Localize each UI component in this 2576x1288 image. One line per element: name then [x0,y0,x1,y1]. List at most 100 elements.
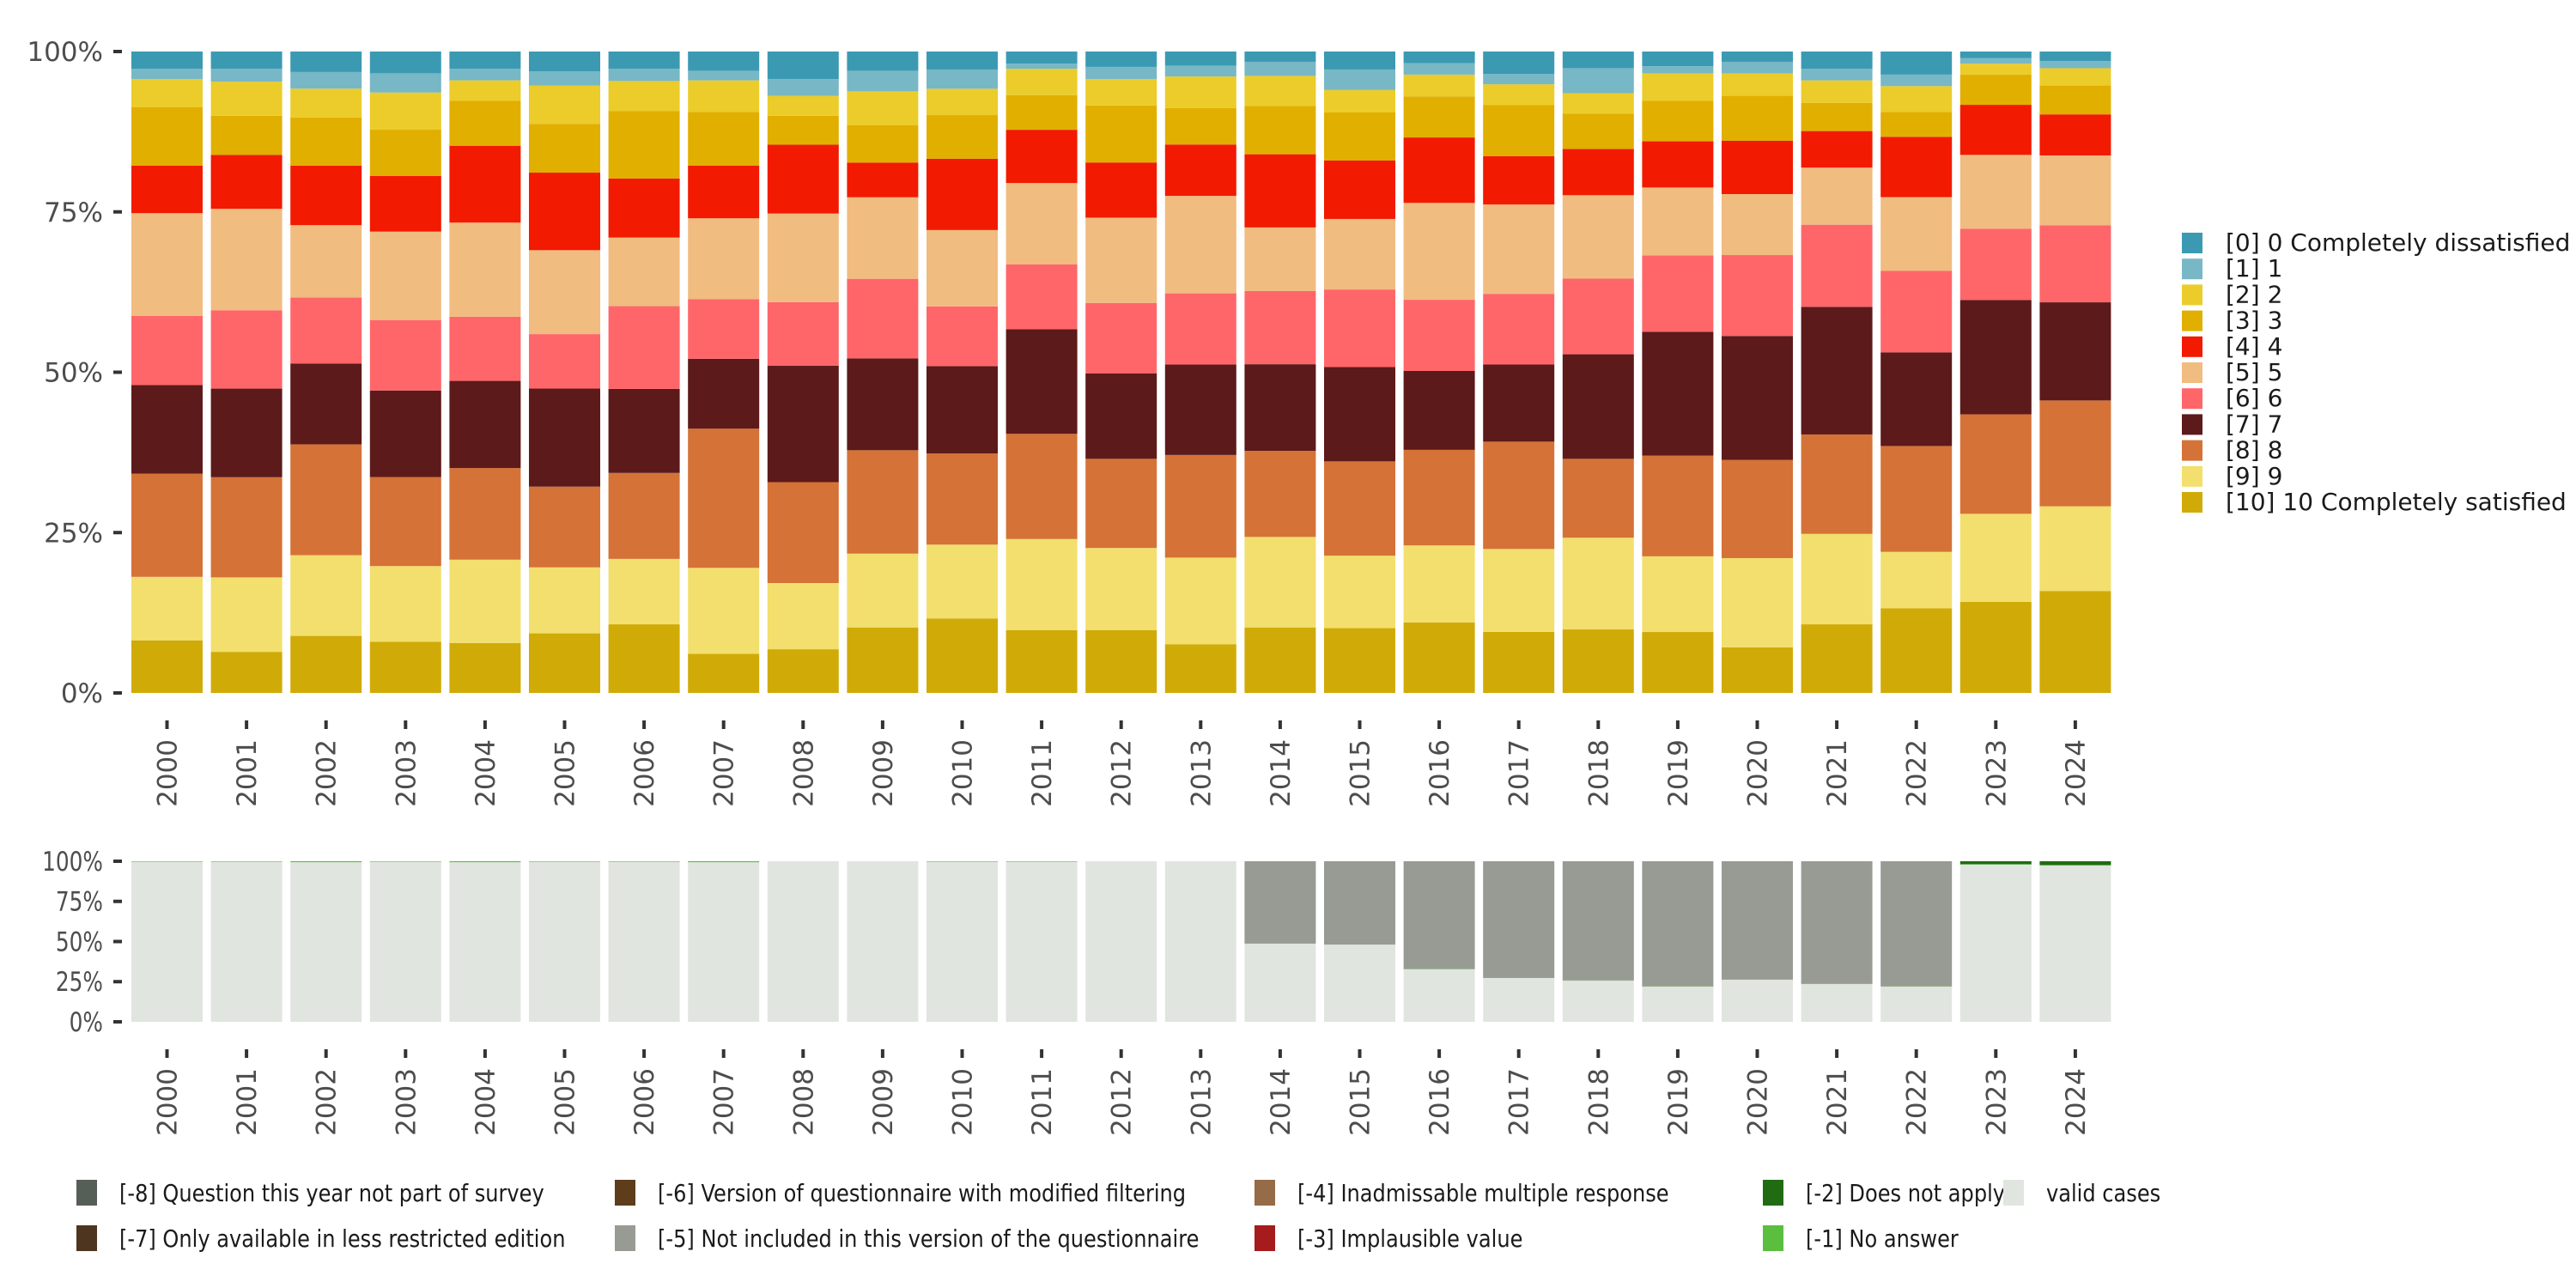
bar-segment-2007-s10 [688,52,760,71]
bar-segment-2000-s3 [131,385,203,474]
bar-segment-2004-s3 [449,380,521,469]
bar-segment-2020-s5 [1722,194,1793,256]
bar-segment-2003-s2 [369,477,441,567]
bar-segment-2015-s0 [1324,628,1395,693]
bar-segment-2007-s7 [688,112,760,166]
bar-segment-2004-s0 [449,642,521,693]
x-tick-label: 2009 [868,739,899,807]
bar-segment-2006-s0 [608,624,680,693]
bar-segment-2010-s1 [927,861,998,862]
bar-segment-2021-s0 [1801,624,1873,693]
x-tick-label: 2014 [1266,1068,1297,1136]
bar-segment-2010-s0 [927,618,998,693]
bar-segment-2015-s6 [1324,160,1395,219]
bar-segment-2020-s6 [1722,140,1793,194]
bar-segment-2000-s1 [131,576,203,641]
y-tick-label: 100% [42,846,103,877]
y-tick-label: 50% [56,927,103,957]
legend-label: [-5] Not included in this version of the… [658,1225,1199,1253]
bar-segment-2000-s0 [131,861,203,1022]
bar-segment-2016-s8 [1403,74,1475,97]
y-tick-label: 100% [27,37,103,68]
bar-segment-2015-s7 [1324,112,1395,161]
bar-segment-2007-s9 [688,70,760,81]
x-tick-label: 2000 [153,739,184,807]
bar-segment-2012-s6 [1085,162,1157,218]
y-tick-label: 75% [56,886,103,917]
legend-swatch [2003,1180,2024,1206]
bar-segment-2013-s0 [1164,861,1236,1022]
legend-label: [4] 4 [2226,332,2282,361]
bar-segment-2023-s2 [1959,414,2032,514]
bar-segment-2001-s3 [210,388,283,477]
bar-segment-2023-s8 [1959,64,2032,75]
bar-segment-2000-s5 [131,213,203,316]
bar-segment-2024-s5 [2039,155,2111,226]
top-plot [131,52,2111,693]
bar-segment-2002-s4 [290,297,362,364]
bar-segment-2007-s1 [688,861,760,863]
x-tick-label: 2000 [153,1068,184,1136]
legend-label: [5] 5 [2226,358,2282,386]
bar-segment-2008-s6 [767,144,839,214]
bar-segment-2001-s8 [210,82,283,116]
bar-segment-2015-s5 [1324,218,1395,290]
bar-segment-2024-s0 [2039,866,2111,1022]
x-tick-label: 2014 [1266,739,1297,807]
bar-segment-2020-s8 [1722,73,1793,96]
bar-segment-2018-s5 [1562,195,1634,279]
legend-swatch [2182,388,2202,410]
bar-segment-2010-s5 [927,229,998,307]
bar-segment-2011-s1 [1005,538,1078,630]
bar-segment-2020-s3 [1722,336,1793,460]
x-tick-label: 2006 [629,1068,660,1136]
bar-segment-2018-s9 [1562,68,1634,94]
bar-segment-2008-s0 [767,649,839,693]
legend-label: [2] 2 [2226,280,2282,308]
bar-segment-2022-s5 [1880,197,1953,271]
bar-segment-2008-s2 [767,482,839,584]
bar-segment-2020-s7 [1722,95,1793,141]
legend-swatch [76,1180,97,1206]
bar-segment-2024-s10 [2039,52,2111,62]
bar-segment-2022-s0 [1880,987,1953,1022]
bar-segment-2002-s7 [290,117,362,166]
bar-segment-2011-s8 [1005,69,1078,95]
bar-segment-2011-s3 [1005,329,1078,434]
bar-segment-2000-s1 [131,861,203,862]
bar-segment-2009-s6 [847,162,919,197]
bar-segment-2019-s3 [1642,331,1714,456]
bar-segment-2012-s10 [1085,52,1157,67]
bar-segment-2006-s9 [608,69,680,82]
legend-swatch [1763,1225,1783,1251]
y-tick-label: 25% [56,967,103,998]
bar-segment-2002-s0 [290,862,362,1022]
bar-segment-2005-s5 [529,250,600,335]
x-tick-label: 2023 [1981,739,2012,807]
x-tick-label: 2022 [1902,739,1933,807]
bar-segment-2013-s8 [1164,76,1236,108]
legend-label: [3] 3 [2226,307,2282,335]
bar-segment-2022-s1 [1880,551,1953,609]
bar-segment-2021-s3 [1801,307,1873,434]
bar-segment-2005-s7 [529,124,600,173]
x-tick-label: 2013 [1186,739,1217,807]
bottom-plot [131,861,2111,1022]
bar-segment-2015-s9 [1324,69,1395,90]
bar-segment-2014-s3 [1244,364,1316,452]
legend-swatch [1255,1225,1275,1251]
bar-segment-2009-s1 [847,553,919,628]
bar-segment-2006-s10 [608,52,680,70]
bar-segment-2020-s0 [1722,647,1793,693]
bar-segment-2008-s0 [767,861,839,1022]
bar-segment-2019-s6 [1642,141,1714,188]
bar-segment-2002-s0 [290,635,362,693]
bar-segment-2005-s0 [529,861,600,1022]
bar-segment-2002-s10 [290,52,362,72]
bar-segment-2018-s3 [1562,354,1634,459]
bar-segment-2003-s0 [369,641,441,693]
legend-label: [1] 1 [2226,254,2282,283]
bar-segment-2024-s0 [2039,591,2111,693]
bar-segment-2001-s1 [210,861,283,862]
bar-segment-2004-s1 [449,861,521,863]
